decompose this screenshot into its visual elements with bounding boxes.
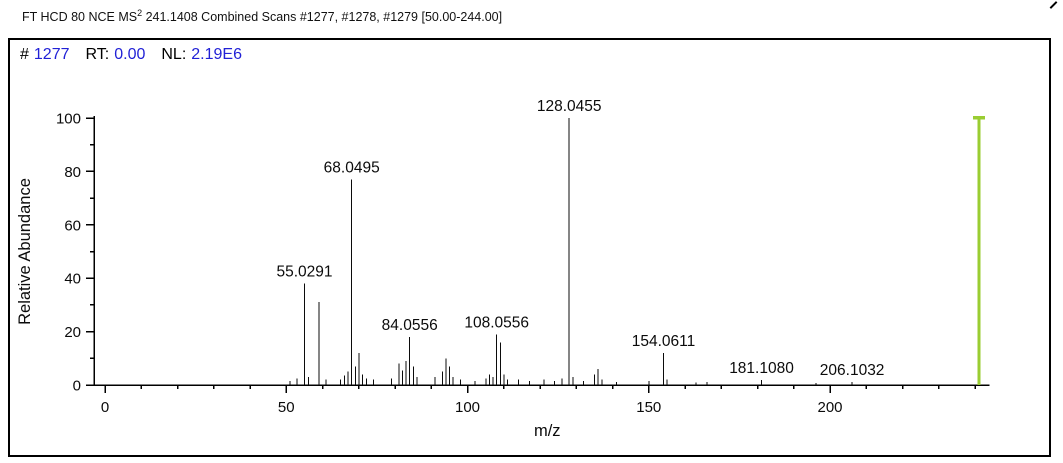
svg-text:200: 200 — [817, 399, 842, 416]
svg-text:206.1032: 206.1032 — [820, 362, 885, 379]
svg-text:m/z: m/z — [534, 422, 561, 440]
rt-value: 0.00 — [114, 46, 146, 63]
ms-superscript: 2 — [137, 8, 143, 18]
svg-text:181.1080: 181.1080 — [729, 360, 794, 377]
rt-label: RT: — [85, 46, 110, 63]
svg-text:40: 40 — [64, 271, 81, 288]
svg-text:50: 50 — [278, 399, 295, 416]
svg-text:80: 80 — [64, 164, 81, 181]
scan-hash: # — [20, 46, 29, 63]
svg-text:20: 20 — [64, 324, 81, 341]
spectrum-panel: #1277 RT: 0.00 NL: 2.19E6 0 20 40 60 80 100 0 50 100… — [8, 38, 1051, 457]
corner-artifact — [1049, 1, 1058, 9]
svg-text:84.0556: 84.0556 — [382, 317, 438, 334]
svg-text:100: 100 — [455, 399, 480, 416]
nl-value: 2.19E6 — [191, 46, 242, 63]
nl-label: NL: — [161, 46, 187, 63]
svg-text:100: 100 — [56, 111, 81, 128]
svg-text:0: 0 — [101, 399, 109, 416]
svg-text:68.0495: 68.0495 — [324, 159, 380, 176]
svg-text:Relative Abundance: Relative Abundance — [16, 178, 34, 325]
mass-spectrum-chart[interactable]: 0 20 40 60 80 100 0 50 100 150 200 55.0291 68.0495 84… — [10, 40, 1049, 451]
scan-number: 1277 — [33, 46, 70, 63]
svg-text:55.0291: 55.0291 — [276, 264, 332, 281]
svg-text:150: 150 — [636, 399, 661, 416]
svg-text:108.0556: 108.0556 — [464, 314, 529, 331]
svg-text:60: 60 — [64, 217, 81, 234]
svg-text:128.0455: 128.0455 — [537, 98, 602, 115]
spectrum-title: FT HCD 80 NCE MS2 241.1408 Combined Scan… — [22, 8, 502, 24]
svg-text:154.0611: 154.0611 — [632, 333, 696, 350]
scan-info: #1277 RT: 0.00 NL: 2.19E6 — [20, 46, 242, 64]
spectrum-title-suffix: 241.1408 Combined Scans #1277, #1278, #1… — [142, 10, 503, 25]
svg-text:0: 0 — [73, 378, 81, 395]
spectrum-title-prefix: FT HCD 80 NCE MS — [22, 10, 138, 25]
